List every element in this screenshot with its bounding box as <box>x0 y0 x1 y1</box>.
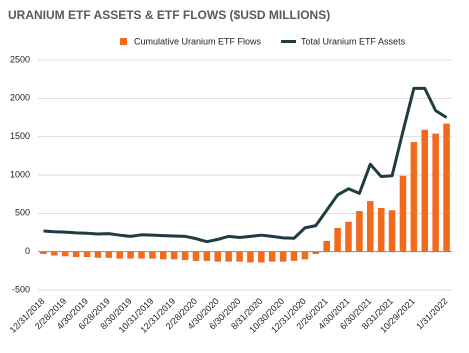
bar <box>51 251 58 256</box>
bar <box>268 251 276 262</box>
chart-title: URANIUM ETF ASSETS & ETF FLOWS ($USD MIL… <box>8 8 330 22</box>
legend-label: Cumulative Uranium ETF Flows <box>134 36 262 46</box>
bar <box>116 251 123 259</box>
bar <box>388 210 396 252</box>
bar <box>105 251 113 258</box>
bar <box>236 251 243 262</box>
bar <box>138 251 145 259</box>
bar <box>345 221 352 252</box>
bar <box>443 123 450 252</box>
bar <box>377 207 385 252</box>
bar <box>290 251 298 261</box>
bar <box>301 251 309 260</box>
bar <box>312 251 320 254</box>
legend-label: Total Uranium ETF Assets <box>301 36 406 46</box>
bar <box>432 133 439 252</box>
bar <box>83 251 91 258</box>
bar <box>72 251 80 258</box>
y-tick-label: -500 <box>12 284 30 294</box>
bar <box>61 251 69 257</box>
x-tick-label: 1/31/2022 <box>414 296 449 331</box>
bar <box>94 251 102 258</box>
bar <box>247 251 254 263</box>
bar <box>40 251 47 254</box>
y-tick-label: 1000 <box>10 169 30 179</box>
bar <box>170 251 178 260</box>
y-tick-label: 2500 <box>10 54 30 64</box>
bar <box>421 129 429 252</box>
bar <box>127 251 134 259</box>
bar <box>279 251 287 262</box>
bar <box>203 251 211 261</box>
bar <box>323 240 330 252</box>
y-tick-label: 1500 <box>10 131 30 141</box>
bar <box>258 251 265 263</box>
y-tick-label: 0 <box>25 246 30 256</box>
y-tick-label: 2000 <box>10 93 30 103</box>
bar <box>214 251 222 262</box>
y-tick-label: 500 <box>15 208 30 218</box>
bar <box>399 175 407 252</box>
bar <box>149 251 156 259</box>
legend-swatch <box>120 38 127 45</box>
line <box>43 86 448 244</box>
bar <box>410 142 418 252</box>
bar <box>334 227 341 252</box>
bar <box>356 211 363 252</box>
bar <box>367 201 374 252</box>
bar <box>181 251 189 261</box>
bar <box>192 251 200 261</box>
bar <box>160 251 167 260</box>
bar <box>225 251 232 262</box>
